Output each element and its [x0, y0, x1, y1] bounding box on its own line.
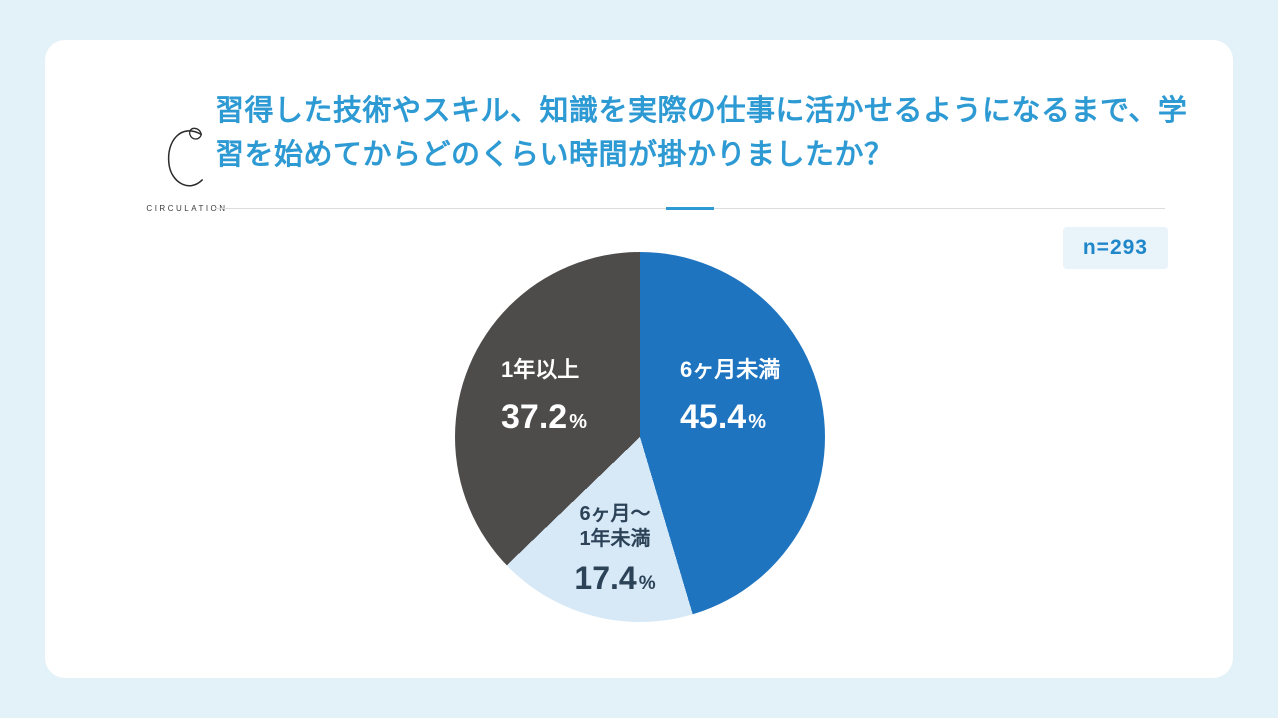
pie-slice-label-over-1-year: 1年以上 37.2 % — [501, 356, 587, 437]
divider-accent-segment — [666, 207, 714, 210]
pie-slice-label-6-to-12-months: 6ヶ月〜 1年未満 17.4 % — [540, 502, 690, 597]
slice-percent-value: 37.2 — [501, 397, 568, 436]
pie-chart-area: 6ヶ月未満 45.4 % 6ヶ月〜 1年未満 17.4 % 1年以上 37.2 … — [455, 252, 825, 622]
slice-name: 1年以上 — [501, 357, 580, 382]
slice-name: 6ヶ月〜 1年未満 — [579, 503, 651, 550]
circulation-logo-icon — [167, 127, 203, 187]
slice-percent-value: 17.4 — [574, 560, 637, 596]
percent-sign: % — [638, 573, 656, 594]
title-divider — [215, 207, 1165, 210]
slice-percent: 17.4 % — [574, 560, 655, 597]
pie-slice-label-under-6-months: 6ヶ月未満 45.4 % — [680, 356, 780, 437]
page-title: 習得した技術やスキル、知識を実際の仕事に活かせるようになるまで、学習を始めてから… — [215, 95, 1188, 171]
slice-percent: 45.4 % — [680, 398, 780, 437]
brand-name: CIRCULATION — [146, 204, 228, 213]
percent-sign: % — [748, 410, 766, 433]
slice-percent-value: 45.4 — [680, 397, 747, 436]
infographic-card: CIRCULATION 習得した技術やスキル、知識を実際の仕事に活かせるようにな… — [45, 40, 1233, 678]
brand-logo: CIRCULATION — [145, 122, 229, 213]
slice-name: 6ヶ月未満 — [680, 357, 781, 382]
percent-sign: % — [569, 410, 587, 433]
pie-chart — [455, 252, 825, 622]
sample-size-badge: n=293 — [1062, 227, 1168, 269]
slice-percent: 37.2 % — [501, 398, 587, 437]
